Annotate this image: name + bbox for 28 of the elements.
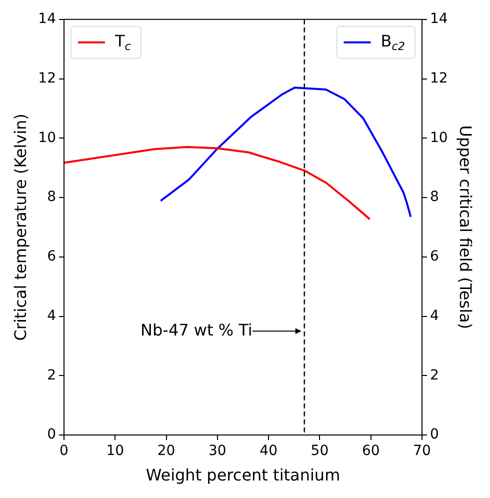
y2-tick-label: 6 xyxy=(430,248,439,265)
y-tick-label: 10 xyxy=(38,130,56,146)
x-tick-label: 40 xyxy=(260,443,278,460)
x-tick-label: 70 xyxy=(413,443,431,460)
y-tick-label: 6 xyxy=(47,248,56,265)
y2-tick-label: 10 xyxy=(430,130,448,146)
x-axis-title: Weight percent titanium xyxy=(146,466,340,485)
x-tick-label: 10 xyxy=(106,443,124,460)
y-tick-label: 12 xyxy=(38,70,56,86)
y-tick-label: 4 xyxy=(47,308,56,324)
x-tick-label: 30 xyxy=(208,443,226,460)
annotation: Nb-47 wt % Ti xyxy=(140,320,252,340)
x-tick-label: 60 xyxy=(362,443,380,460)
y2-axis-title: Upper critical field (Tesla) xyxy=(456,125,476,330)
x-tick-label: 0 xyxy=(60,443,68,460)
y2-tick-label: 2 xyxy=(430,367,439,384)
y2-tick-label: 14 xyxy=(430,11,448,28)
y2-tick-label: 4 xyxy=(430,308,439,324)
y-tick-label: 14 xyxy=(38,11,56,28)
x-tick-label: 20 xyxy=(157,443,176,460)
y2-tick-label: 12 xyxy=(430,70,448,86)
y-tick-label: 8 xyxy=(47,189,56,206)
y2-tick-label: 0 xyxy=(430,426,439,443)
x-tick-label: 50 xyxy=(310,443,329,460)
y2-tick-label: 8 xyxy=(430,189,439,206)
y-tick-label: 0 xyxy=(47,426,56,443)
y-axis-title: Critical temperature (Kelvin) xyxy=(10,114,30,341)
y-tick-label: 2 xyxy=(47,367,56,384)
